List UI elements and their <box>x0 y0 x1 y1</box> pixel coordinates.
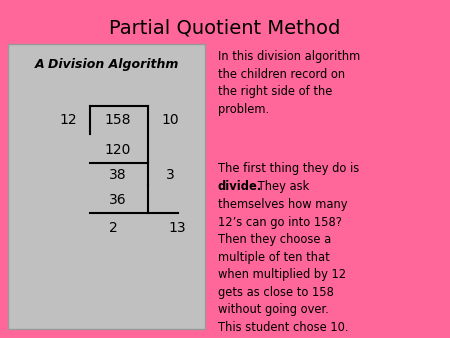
Text: They ask: They ask <box>254 180 309 193</box>
Text: In this division algorithm
the children record on
the right side of the
problem.: In this division algorithm the children … <box>218 50 360 116</box>
Text: 38: 38 <box>109 168 127 182</box>
Text: 2: 2 <box>108 221 117 235</box>
Text: The first thing they do is: The first thing they do is <box>218 162 359 175</box>
Text: Partial Quotient Method: Partial Quotient Method <box>109 18 341 37</box>
Text: themselves how many
12’s can go into 158?
Then they choose a
multiple of ten tha: themselves how many 12’s can go into 158… <box>218 198 348 334</box>
Text: 3: 3 <box>166 168 175 182</box>
Text: divide.: divide. <box>218 180 262 193</box>
Text: 36: 36 <box>109 193 127 207</box>
Text: A Division Algorithm: A Division Algorithm <box>34 58 179 71</box>
Text: 13: 13 <box>168 221 186 235</box>
Text: 12: 12 <box>59 113 77 127</box>
Text: 158: 158 <box>105 113 131 127</box>
Text: 10: 10 <box>161 113 179 127</box>
Text: 120: 120 <box>105 143 131 157</box>
FancyBboxPatch shape <box>8 44 205 329</box>
